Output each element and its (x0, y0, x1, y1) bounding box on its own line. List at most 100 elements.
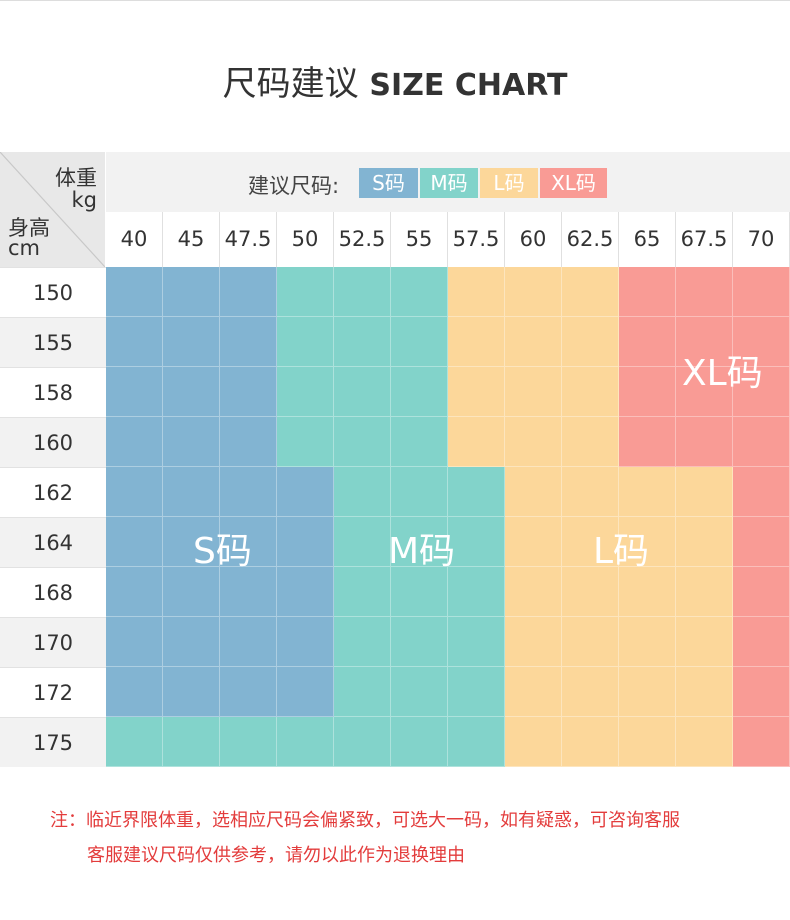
height-header-cell: 162 (0, 467, 106, 517)
size-cell-m (277, 717, 334, 767)
size-cell-m (334, 267, 391, 317)
size-cell-xl (619, 417, 676, 467)
size-cell-l (676, 467, 733, 517)
size-cell-xl (619, 267, 676, 317)
size-cell-l (505, 317, 562, 367)
size-cell-s (220, 317, 277, 367)
size-cell-l (676, 717, 733, 767)
region-label-m: M码 (388, 531, 456, 572)
size-cell-m (391, 567, 448, 617)
size-cell-s (220, 517, 277, 567)
size-cell-xl (676, 367, 733, 417)
legend-swatch-m: M码 (420, 168, 478, 198)
size-cell-s (163, 367, 220, 417)
size-cell-xl (733, 417, 790, 467)
weight-header-cell: 50 (277, 212, 334, 267)
size-cell-l (448, 367, 505, 417)
weight-unit: kg (71, 188, 98, 212)
size-cell-s (220, 567, 277, 617)
page-title: 尺码建议 SIZE CHART (0, 56, 790, 105)
size-cell-l (676, 617, 733, 667)
size-cell-m (391, 367, 448, 417)
size-cell-m (448, 717, 505, 767)
legend-swatch-l: L码 (480, 168, 538, 198)
weight-header-cell: 57.5 (448, 212, 505, 267)
note-line-2: 客服建议尺码仅供参考，请勿以此作为退换理由 (87, 845, 465, 866)
size-cell-l (448, 417, 505, 467)
top-divider (0, 0, 790, 1)
size-cell-xl (733, 267, 790, 317)
height-label: 身高 (8, 216, 50, 240)
size-cell-s (277, 567, 334, 617)
size-cell-s (277, 667, 334, 717)
size-cell-s (277, 467, 334, 517)
size-cell-xl (676, 267, 733, 317)
size-cell-l (619, 717, 676, 767)
weight-header-cell: 55 (391, 212, 448, 267)
size-cell-s (277, 517, 334, 567)
size-cell-m (448, 467, 505, 517)
height-unit: cm (8, 236, 41, 260)
legend-swatch-xl: XL码 (540, 168, 607, 198)
size-cell-s (106, 517, 163, 567)
size-cell-s (106, 567, 163, 617)
size-cell-m (334, 367, 391, 417)
size-cell-m (448, 517, 505, 567)
size-cell-l (505, 617, 562, 667)
size-cell-s (163, 567, 220, 617)
size-cell-l (505, 717, 562, 767)
size-cell-l (619, 567, 676, 617)
size-cell-m (391, 267, 448, 317)
size-cell-xl (733, 317, 790, 367)
size-cell-l (448, 267, 505, 317)
size-cell-s (106, 667, 163, 717)
size-cell-l (676, 567, 733, 617)
size-cell-l (619, 617, 676, 667)
size-cell-l (562, 317, 619, 367)
weight-header-cell: 52.5 (334, 212, 391, 267)
weight-header-cell: 62.5 (562, 212, 619, 267)
size-cell-s (106, 417, 163, 467)
size-cell-m (391, 517, 448, 567)
size-cell-l (505, 267, 562, 317)
size-cell-s (163, 417, 220, 467)
height-header-cell: 168 (0, 567, 106, 617)
size-cell-l (562, 567, 619, 617)
title-cn: 尺码建议 (222, 64, 359, 104)
size-cell-m (277, 417, 334, 467)
height-header-cell: 172 (0, 667, 106, 717)
legend-swatch-s: S码 (359, 168, 418, 198)
size-cell-xl (733, 667, 790, 717)
size-cell-l (676, 517, 733, 567)
size-cell-s (220, 467, 277, 517)
size-cell-m (163, 717, 220, 767)
height-header-cell: 150 (0, 267, 106, 317)
size-cell-s (220, 367, 277, 417)
size-cell-s (163, 267, 220, 317)
size-cell-s (106, 467, 163, 517)
size-cell-m (334, 517, 391, 567)
size-cell-s (220, 617, 277, 667)
size-cell-m (334, 717, 391, 767)
size-cell-m (391, 667, 448, 717)
size-cell-s (163, 617, 220, 667)
size-cell-l (505, 517, 562, 567)
size-cell-m (334, 467, 391, 517)
weight-header-cell: 45 (163, 212, 220, 267)
region-label-xl: XL码 (682, 353, 763, 394)
size-cell-l (505, 667, 562, 717)
size-cell-m (277, 317, 334, 367)
title-en: SIZE CHART (369, 68, 568, 103)
size-cell-l (562, 367, 619, 417)
size-cell-m (391, 317, 448, 367)
weight-header-cell: 60 (505, 212, 562, 267)
height-header-cell: 170 (0, 617, 106, 667)
size-cell-l (505, 417, 562, 467)
size-cell-s (163, 667, 220, 717)
size-cell-s (163, 317, 220, 367)
size-cell-m (277, 267, 334, 317)
size-cell-l (562, 617, 619, 667)
size-cell-m (106, 717, 163, 767)
size-cell-l (676, 667, 733, 717)
size-cell-xl (619, 317, 676, 367)
